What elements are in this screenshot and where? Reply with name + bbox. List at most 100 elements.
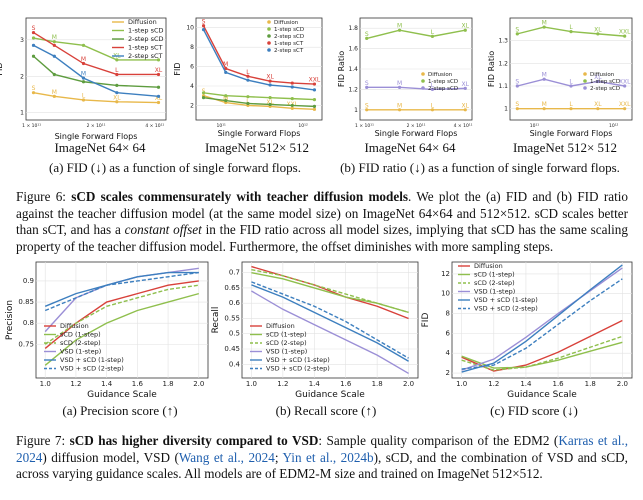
point-label: XL — [462, 23, 470, 30]
x-tick-label: 4 × 10¹¹ — [145, 123, 164, 129]
data-point — [596, 79, 600, 84]
citation-karras[interactable]: Karras et al., 2024 — [16, 433, 628, 465]
point-label: XL — [266, 99, 274, 106]
data-point — [463, 28, 467, 32]
legend-label: Diffusion — [590, 72, 615, 78]
data-point — [312, 82, 317, 86]
x-tick-label: 2.0 — [193, 380, 204, 388]
fid-guidance-chart-svg: 2 4 6 8 10 12 1.0 1.2 1.4 1.6 1.8 2.0 Guidance Scale… — [421, 261, 633, 400]
legend-label: 2-step sCD — [128, 35, 164, 43]
point-label: L — [246, 69, 250, 76]
figure7-text2: ) diffusion model, VSD ( — [42, 449, 179, 465]
data-point — [430, 87, 435, 91]
legend-swatch — [583, 79, 587, 83]
y-tick-label: 0.7 — [229, 269, 240, 277]
point-label: L — [569, 101, 573, 108]
data-point — [268, 79, 272, 83]
data-point — [31, 30, 36, 35]
legend-label: 2-step sCD — [428, 86, 458, 92]
legend-label: 1-step sCD — [274, 27, 304, 33]
legend-label: sCD (2-step) — [60, 339, 101, 347]
point-label: XL — [155, 95, 163, 102]
y-axis-label: FID Ratio — [337, 51, 346, 87]
legend-label: sCD (1-step) — [266, 331, 307, 339]
recall-chart-svg: 0.4 0.45 0.5 0.55 0.6 0.65 0.7 1.0 1.2 1.4 1.6 1.8 2… — [211, 261, 419, 400]
y-tick-label: 1.8 — [348, 25, 358, 32]
point-label: XL — [462, 102, 470, 109]
data-point — [312, 107, 317, 111]
legend-label: VSD + sCD (1-step) — [266, 356, 330, 364]
x-axis-label: Single Forward Flops — [55, 132, 138, 141]
point-label: XXL — [619, 101, 631, 108]
fig6-subcaption-a: (a) FID (↓) as a function of single forw… — [49, 160, 301, 175]
point-label: M — [223, 95, 228, 102]
data-point — [290, 106, 294, 110]
series-line-4 — [251, 284, 409, 362]
legend-label: 1-step sCD — [128, 27, 164, 35]
legend-label: 1-step sCD — [428, 79, 458, 85]
y-axis-label: Precision — [5, 300, 15, 340]
data-point — [268, 83, 272, 87]
y-tick-label: 4 — [446, 349, 451, 357]
data-point — [31, 43, 36, 47]
y-tick-label: 0.65 — [224, 284, 240, 292]
series-line-5 — [44, 271, 199, 312]
x-tick-label: 1.4 — [520, 380, 532, 388]
y-axis-label: FID — [173, 62, 182, 75]
data-point — [31, 36, 36, 40]
y-tick-label: 1 — [504, 106, 508, 113]
point-label: L — [82, 92, 86, 99]
fig7-recall-chart: 0.4 0.45 0.5 0.55 0.6 0.65 0.7 1.0 1.2 1.4 1.6 1.8 2… — [211, 256, 424, 404]
legend-label: sCD (1-step) — [474, 271, 515, 279]
data-point — [268, 102, 272, 107]
fig6-subcaption-b: (b) FID ratio (↓) as a function of singl… — [340, 160, 620, 175]
legend-label: Diffusion — [266, 322, 295, 330]
point-label: XL — [113, 94, 121, 101]
data-point — [623, 107, 627, 111]
data-point — [623, 84, 627, 88]
point-label: S — [202, 18, 206, 25]
data-point — [115, 100, 119, 104]
point-label: M — [52, 89, 57, 96]
y-tick-label: 3 — [20, 37, 24, 44]
legend-swatch — [421, 86, 425, 90]
legend-label: 1-step sCD — [590, 79, 620, 85]
y-tick-label: 2 — [446, 369, 450, 377]
fig6-b-right-chart: 1 1.1 1.2 1.3 10¹¹ 10¹² Single Forward Flops FI… — [486, 4, 636, 142]
plot-frame — [25, 17, 167, 121]
x-axis-label: Guidance Scale — [87, 390, 157, 400]
y-tick-label: 0.9 — [23, 277, 34, 285]
y-tick-label: 0.85 — [18, 298, 34, 306]
y-tick-label: 0.55 — [224, 314, 240, 322]
x-tick-label: 1.0 — [456, 380, 467, 388]
legend-swatch — [583, 72, 587, 76]
data-point — [515, 107, 519, 111]
figure7-text1: : Sample quality comparison of the EDM2 … — [318, 433, 559, 448]
figure6-label: Figure 6: — [16, 189, 66, 204]
y-tick-label: 1.3 — [498, 38, 508, 45]
y-tick-label: 1.1 — [498, 83, 508, 90]
x-tick-label: 1.6 — [553, 380, 565, 388]
series-line-2 — [203, 96, 315, 108]
x-tick-label: 1.8 — [585, 380, 596, 388]
x-tick-label: 2 × 10¹¹ — [407, 123, 426, 129]
citation-yin[interactable]: Yin et al., 2024b — [282, 449, 374, 465]
data-point — [224, 94, 228, 98]
data-point — [201, 91, 206, 95]
data-point — [52, 43, 56, 47]
x-tick-label: 4 × 10¹¹ — [454, 123, 473, 129]
legend-label: Diffusion — [274, 20, 299, 26]
legend-label: Diffusion — [60, 322, 89, 330]
series-line-4 — [461, 264, 623, 373]
citation-wang[interactable]: Wang et al., 2024 — [178, 449, 275, 465]
x-tick-label: 1 × 10¹¹ — [22, 123, 41, 129]
data-point — [52, 94, 56, 98]
y-tick-label: 0.5 — [229, 330, 240, 338]
data-point — [52, 72, 56, 77]
figure7-text3: ; — [274, 449, 283, 465]
x-tick-label: 1.6 — [340, 380, 352, 388]
y-tick-label: 1.2 — [348, 86, 358, 93]
legend-swatch — [267, 27, 271, 31]
